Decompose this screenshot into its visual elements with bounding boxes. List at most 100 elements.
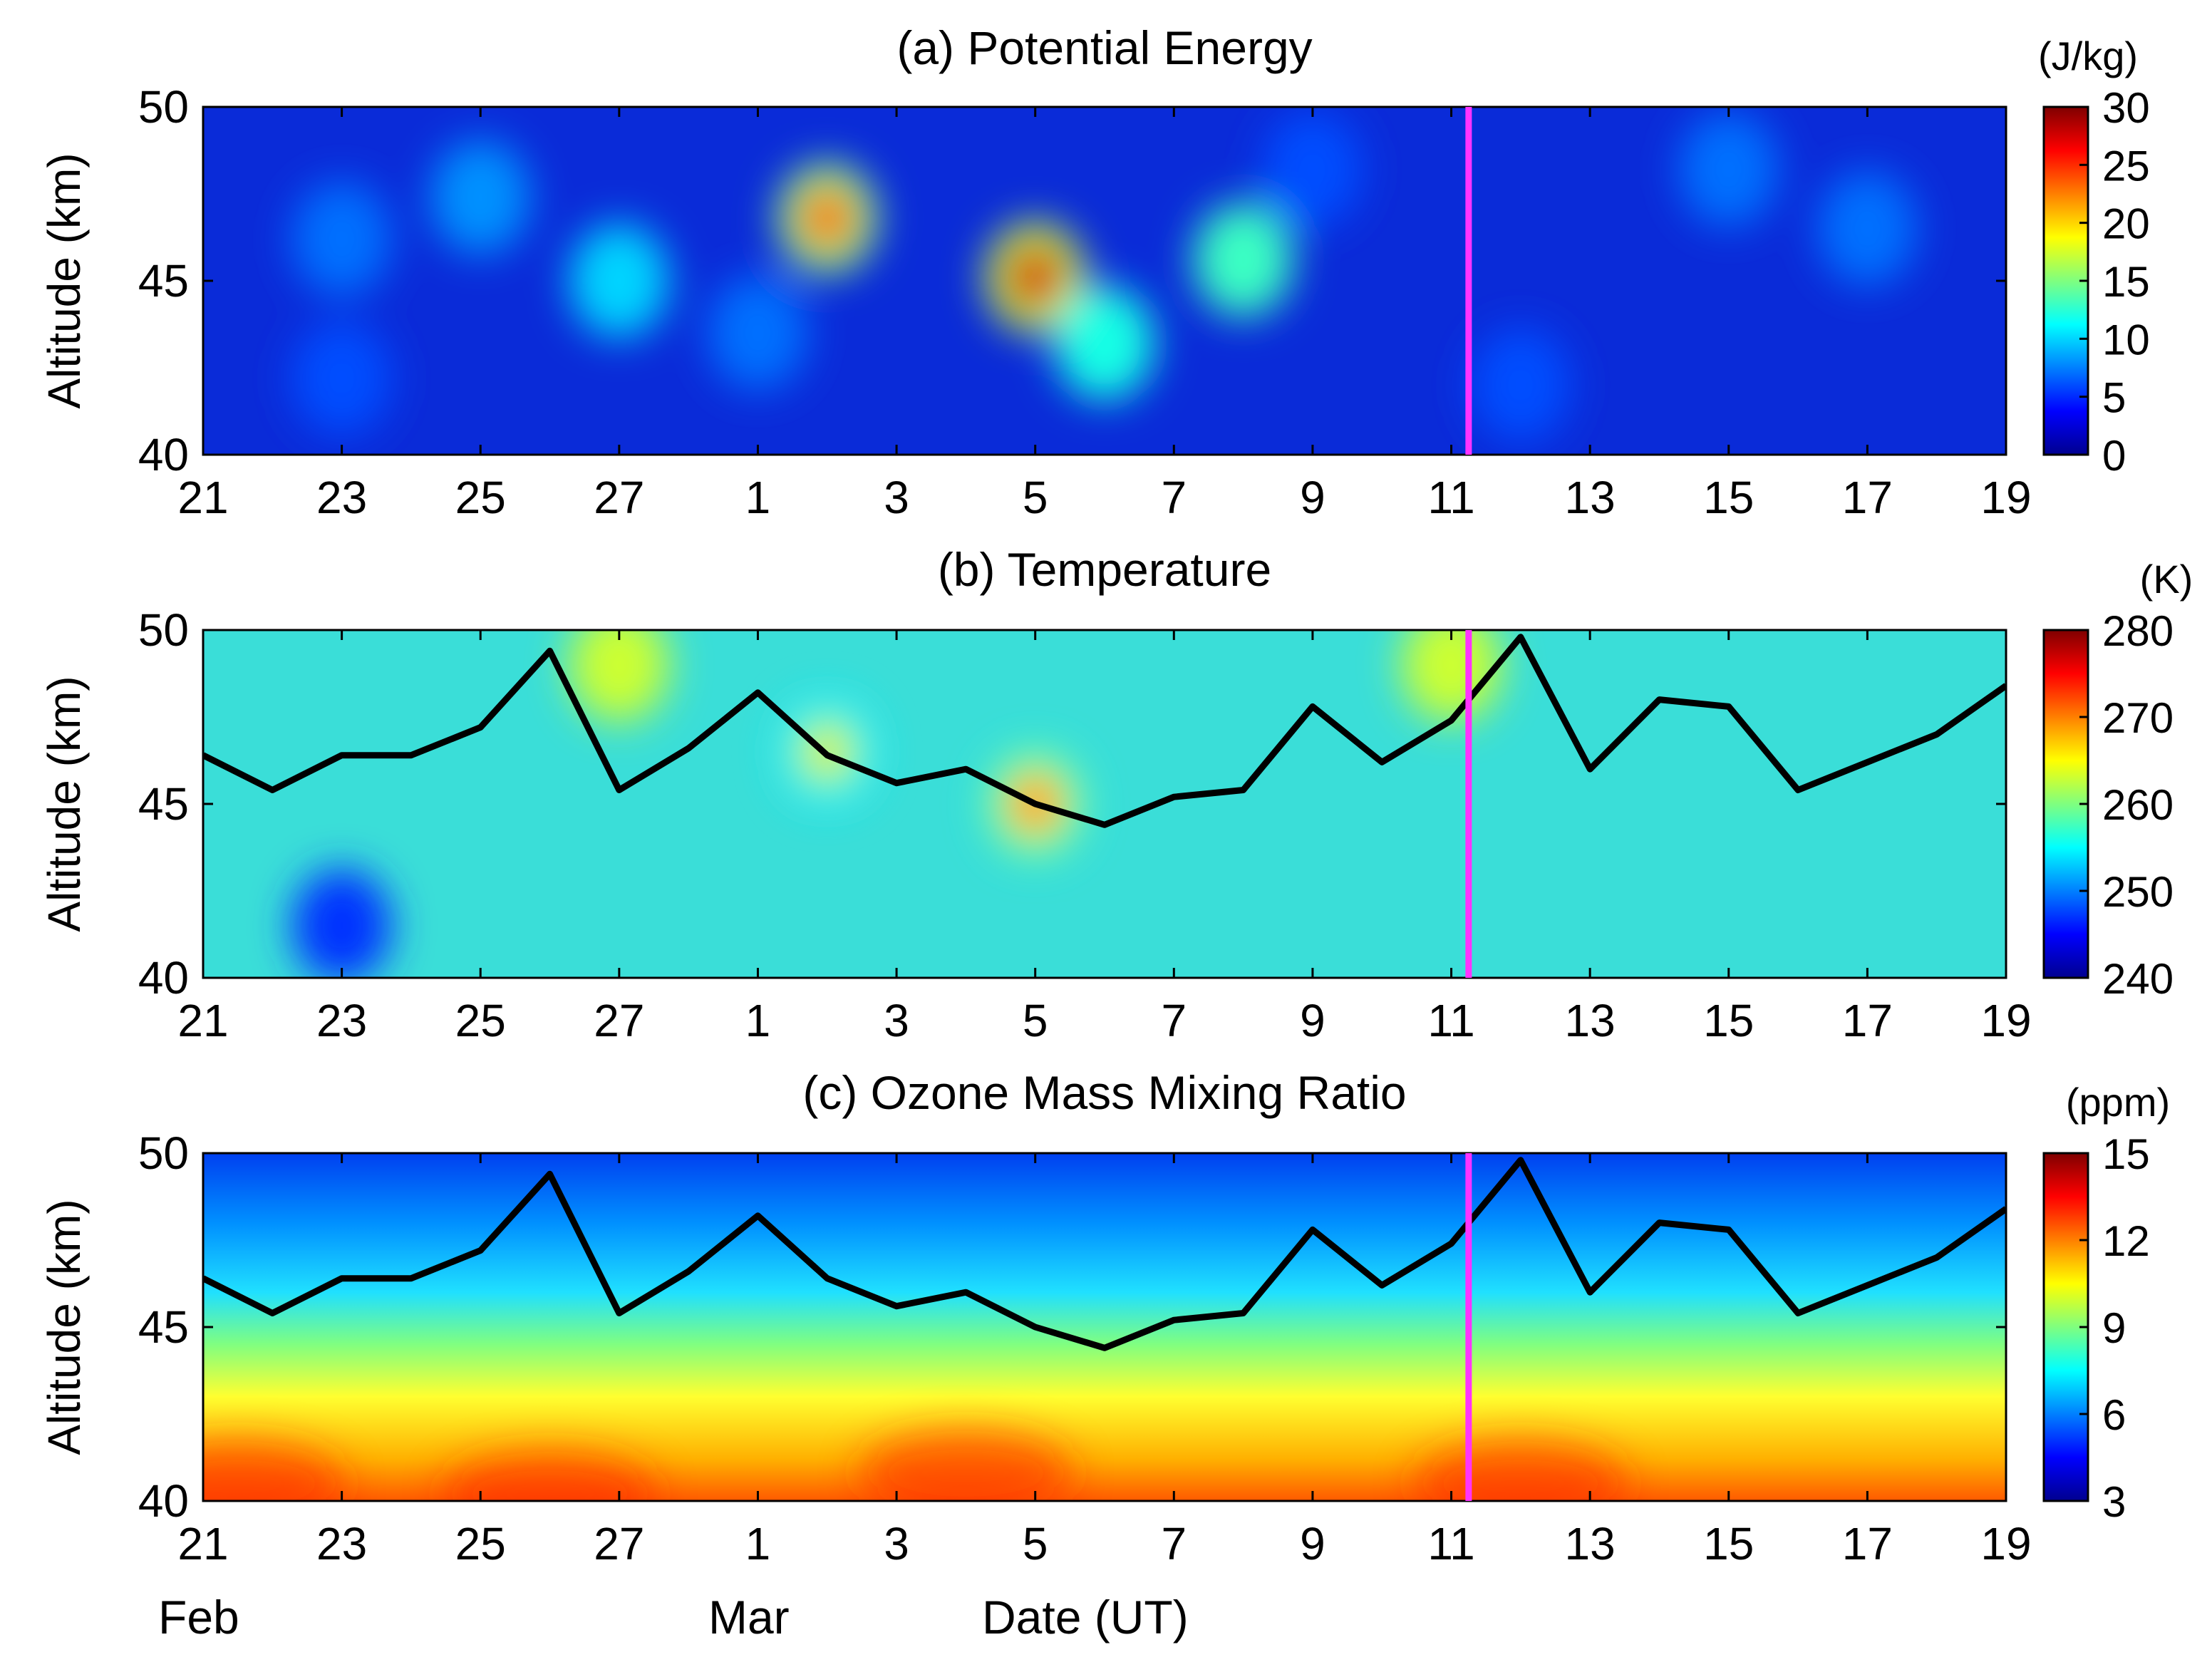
panel-a-colorbar-unit: (J/kg) — [2038, 33, 2138, 78]
x-tick-label: 15 — [1703, 995, 1754, 1046]
x-tick-label: 21 — [177, 472, 228, 523]
panel-a-heatmap — [203, 107, 2006, 455]
x-tick-label: 13 — [1565, 1518, 1616, 1569]
x-axis-label: Date (UT) — [982, 1591, 1189, 1643]
x-tick-label: 5 — [1023, 995, 1048, 1046]
x-tick-label: 25 — [455, 1518, 506, 1569]
x-tick-label: 21 — [177, 1518, 228, 1569]
x-tick-label: 9 — [1300, 1518, 1325, 1569]
x-tick-label: 7 — [1162, 1518, 1187, 1569]
x-tick-label: 13 — [1565, 472, 1616, 523]
x-tick-label: 11 — [1427, 1518, 1474, 1569]
x-tick-label: 27 — [594, 995, 644, 1046]
heatmap-feature — [291, 868, 392, 978]
x-tick-label: 3 — [884, 995, 909, 1046]
colorbar-tick-label: 260 — [2102, 781, 2174, 829]
x-tick-label: 23 — [316, 1518, 367, 1569]
ozone-high-region — [859, 1430, 1073, 1501]
colorbar-tick-label: 6 — [2102, 1391, 2126, 1439]
x-tick-label: 11 — [1427, 472, 1474, 523]
y-tick-label: 40 — [138, 429, 189, 480]
ozone-high-region — [1413, 1440, 1628, 1501]
x-tick-label: 7 — [1162, 995, 1187, 1046]
colorbar-tick-label: 240 — [2102, 955, 2174, 1003]
x-tick-label: 17 — [1842, 472, 1893, 523]
ozone-high-region — [203, 1440, 345, 1501]
panel-c: (c) Ozone Mass Mixing Ratio 40 45 50 21 23 2… — [38, 1066, 2170, 1569]
heatmap-feature — [291, 182, 392, 296]
panel-c-ylabel: Altitude (km) — [38, 1199, 90, 1455]
colorbar-tick-label: 280 — [2102, 607, 2174, 655]
y-tick-label: 40 — [138, 952, 189, 1003]
colorbar-tick-label: 30 — [2102, 84, 2150, 132]
x-tick-label: 1 — [745, 1518, 771, 1569]
panel-c-stratopause-line — [203, 1157, 2006, 1351]
x-tick-label: 5 — [1023, 1518, 1048, 1569]
x-tick-label: 11 — [1427, 995, 1474, 1046]
panel-c-title: (c) Ozone Mass Mixing Ratio — [802, 1066, 1406, 1119]
heatmap-feature — [708, 276, 808, 391]
colorbar-tick-label: 270 — [2102, 694, 2174, 742]
colorbar-tick-label: 15 — [2102, 258, 2150, 306]
x-tick-label: 25 — [455, 472, 506, 523]
x-tick-label: 1 — [745, 995, 771, 1046]
panel-b-ylabel: Altitude (km) — [38, 676, 90, 932]
x-tick-label: 17 — [1842, 1518, 1893, 1569]
y-tick-label: 50 — [138, 81, 189, 133]
month-label-feb: Feb — [158, 1591, 239, 1643]
panel-c-heatmap — [203, 1153, 2006, 1501]
y-tick-label: 50 — [138, 604, 189, 656]
heatmap-feature — [430, 140, 531, 254]
colorbar-tick-label: 12 — [2102, 1217, 2150, 1265]
panel-b-title: (b) Temperature — [938, 543, 1271, 596]
heatmap-feature — [1401, 630, 1502, 722]
colorbar-tick-label: 20 — [2102, 200, 2150, 248]
ozone-high-region — [443, 1451, 657, 1501]
y-tick-label: 50 — [138, 1127, 189, 1179]
panel-a-title: (a) Potential Energy — [896, 21, 1312, 74]
panel-b-colorbar-unit: (K) — [2140, 557, 2193, 602]
x-tick-label: 15 — [1703, 1518, 1754, 1569]
panel-b-stratopause-line — [203, 634, 2006, 828]
x-tick-label: 19 — [1980, 472, 2031, 523]
colorbar-tick-label: 250 — [2102, 868, 2174, 916]
heatmap-feature — [1262, 112, 1363, 227]
heatmap-feature-peak — [1019, 259, 1051, 296]
x-tick-label: 23 — [316, 995, 367, 1046]
x-tick-label: 15 — [1703, 472, 1754, 523]
colorbar-tick-label: 10 — [2102, 316, 2150, 363]
heatmap-feature-peak — [811, 200, 843, 237]
colorbar-tick-label: 15 — [2102, 1130, 2150, 1178]
heatmap-feature — [1678, 112, 1779, 227]
x-tick-label: 17 — [1842, 995, 1893, 1046]
x-tick-label: 27 — [594, 1518, 644, 1569]
x-tick-label: 3 — [884, 1518, 909, 1569]
month-label-mar: Mar — [708, 1591, 790, 1643]
x-tick-label: 1 — [745, 472, 771, 523]
x-tick-label: 23 — [316, 472, 367, 523]
y-tick-label: 40 — [138, 1475, 189, 1527]
x-tick-label: 7 — [1162, 472, 1187, 523]
colorbar-tick-label: 25 — [2102, 142, 2150, 190]
x-tick-label: 13 — [1565, 995, 1616, 1046]
y-tick-label: 45 — [138, 1301, 189, 1353]
y-tick-label: 45 — [138, 778, 189, 830]
panel-b-heatmap — [203, 630, 2006, 978]
heatmap-feature — [569, 224, 669, 338]
heatmap-feature — [1055, 286, 1154, 401]
x-tick-label: 27 — [594, 472, 644, 523]
heatmap-feature — [1817, 171, 1918, 286]
x-tick-label: 19 — [1980, 995, 2031, 1046]
heatmap-feature — [291, 321, 392, 435]
colorbar-tick-label: 9 — [2102, 1304, 2126, 1352]
colorbar-tick-label: 3 — [2102, 1478, 2126, 1526]
y-tick-label: 45 — [138, 255, 189, 306]
colorbar-tick-label: 0 — [2102, 432, 2126, 480]
heatmap-feature — [1193, 202, 1293, 317]
x-tick-label: 25 — [455, 995, 506, 1046]
heatmap-feature — [569, 630, 669, 722]
x-tick-label: 9 — [1300, 995, 1325, 1046]
x-tick-label: 9 — [1300, 472, 1325, 523]
